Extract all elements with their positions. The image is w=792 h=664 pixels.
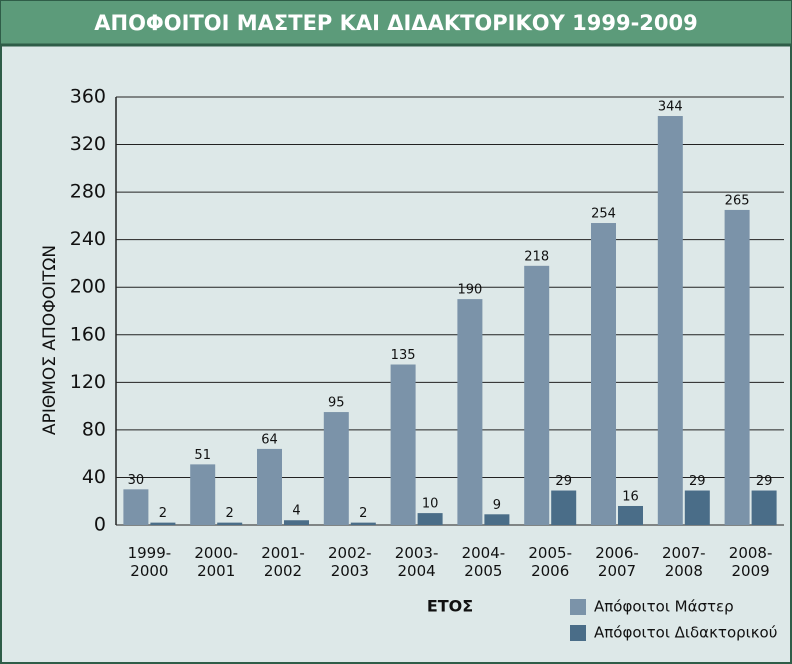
y-tick-label: 160 (70, 323, 106, 345)
value-label: 265 (725, 193, 750, 208)
bar (591, 223, 616, 525)
legend-swatch (570, 625, 586, 641)
y-tick-label: 120 (70, 371, 106, 393)
legend-label: Απόφοιτοι Μάστερ (594, 598, 734, 616)
header (1, 1, 791, 45)
value-label: 10 (422, 497, 439, 512)
x-tick-label-line: 2009 (732, 562, 770, 580)
y-tick-label: 240 (70, 228, 106, 250)
bar (551, 490, 577, 525)
bar (350, 522, 376, 525)
y-tick-label: 40 (82, 466, 106, 488)
x-tick-label-line: 2001 (197, 562, 235, 580)
x-tick-label-line: 1999- (128, 544, 172, 562)
legend-swatch (570, 599, 586, 615)
value-label: 51 (194, 448, 211, 463)
bar (657, 116, 683, 526)
value-label: 64 (261, 432, 278, 447)
y-tick-label: 360 (70, 86, 106, 108)
bar (323, 412, 349, 525)
bar (417, 513, 443, 525)
y-tick-label: 320 (70, 133, 106, 155)
y-tick-label: 200 (70, 276, 106, 298)
chart-title: ΑΠΟΦΟΙΤΟΙ ΜΑΣΤΕΡ ΚΑΙ ΔΙΔΑΚΤΟΡΙΚΟΥ 1999-2… (94, 11, 698, 35)
x-axis-label: ΕΤΟΣ (427, 597, 473, 616)
bar (150, 522, 176, 525)
x-tick-label: 2008-2009 (729, 544, 773, 580)
bar (190, 464, 216, 525)
x-tick-label-line: 2005 (464, 562, 502, 580)
value-label: 29 (689, 474, 706, 489)
x-tick-label: 2005-2006 (528, 544, 572, 580)
bar (284, 520, 309, 525)
x-tick-label-line: 2003 (331, 562, 369, 580)
x-tick-label-line: 2007- (662, 544, 706, 562)
x-tick-label-line: 2000- (194, 544, 238, 562)
x-tick-label-line: 2001- (261, 544, 305, 562)
x-tick-label-line: 2004 (398, 562, 436, 580)
x-tick-label-line: 2008 (665, 562, 703, 580)
x-tick-label: 1999-2000 (128, 544, 172, 580)
value-label: 254 (591, 207, 616, 222)
legend-label: Απόφοιτοι Διδακτορικού (594, 624, 777, 642)
x-tick-label: 2006-2007 (595, 544, 639, 580)
bar (123, 489, 149, 525)
x-tick-label-line: 2002 (264, 562, 302, 580)
bar (457, 299, 483, 525)
bar (618, 505, 643, 525)
x-tick-label-line: 2003- (395, 544, 439, 562)
value-label: 135 (391, 348, 416, 363)
x-tick-label-line: 2005- (528, 544, 572, 562)
y-tick-label: 80 (82, 418, 106, 440)
value-label: 29 (555, 474, 572, 489)
value-label: 29 (756, 474, 773, 489)
value-label: 2 (226, 506, 234, 521)
x-tick-label: 2001-2002 (261, 544, 305, 580)
x-tick-label: 2000-2001 (194, 544, 238, 580)
x-tick-label: 2004-2005 (462, 544, 506, 580)
x-tick-label: 2002-2003 (328, 544, 372, 580)
value-label: 9 (493, 498, 501, 513)
bar (257, 448, 282, 525)
x-tick-label-line: 2006 (531, 562, 569, 580)
bar (484, 514, 510, 525)
value-label: 190 (457, 283, 482, 298)
bar (217, 522, 243, 525)
y-tick-label: 280 (70, 181, 106, 203)
value-label: 16 (622, 489, 639, 504)
x-tick-label-line: 2008- (729, 544, 773, 562)
bar (684, 490, 710, 525)
x-tick-label-line: 2006- (595, 544, 639, 562)
value-label: 218 (524, 249, 549, 264)
value-label: 2 (359, 506, 367, 521)
x-tick-label-line: 2007 (598, 562, 636, 580)
value-label: 344 (658, 100, 683, 115)
value-label: 2 (159, 506, 167, 521)
x-tick-label-line: 2000 (130, 562, 168, 580)
y-axis-label: ΑΡΙΘΜΟΣ ΑΠΟΦΟΙΤΩΝ (40, 245, 60, 435)
y-tick-label: 0 (94, 514, 106, 536)
bar (724, 209, 750, 525)
bar (524, 265, 550, 525)
x-tick-label-line: 2002- (328, 544, 372, 562)
value-label: 30 (128, 473, 145, 488)
x-tick-label-line: 2004- (462, 544, 506, 562)
value-label: 95 (328, 396, 345, 411)
bar (751, 490, 777, 525)
bar (390, 364, 416, 525)
x-tick-label: 2003-2004 (395, 544, 439, 580)
value-label: 4 (292, 504, 300, 519)
x-tick-label: 2007-2008 (662, 544, 706, 580)
